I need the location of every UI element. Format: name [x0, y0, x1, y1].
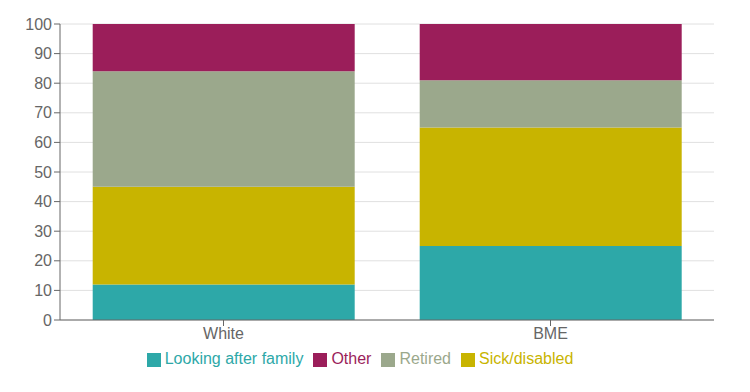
svg-text:0: 0: [43, 312, 52, 329]
svg-text:White: White: [203, 325, 244, 342]
html-text:Sick/disabled: Sick/disabled: [479, 350, 574, 367]
html-text:Looking after family: Looking after family: [164, 350, 304, 367]
html-text:Retired: Retired: [399, 350, 451, 367]
svg-text:10: 10: [34, 282, 52, 299]
svg-text:80: 80: [34, 75, 52, 92]
svg-text:60: 60: [34, 134, 52, 151]
svg-text:40: 40: [34, 193, 52, 210]
svg-text:BME: BME: [533, 325, 568, 342]
svg-text:70: 70: [34, 104, 52, 121]
svg-text:30: 30: [34, 223, 52, 240]
html-text:Other: Other: [331, 350, 372, 367]
svg-text:100: 100: [25, 16, 52, 33]
svg-text:20: 20: [34, 252, 52, 269]
svg-text:50: 50: [34, 164, 52, 181]
svg-text:90: 90: [34, 45, 52, 62]
